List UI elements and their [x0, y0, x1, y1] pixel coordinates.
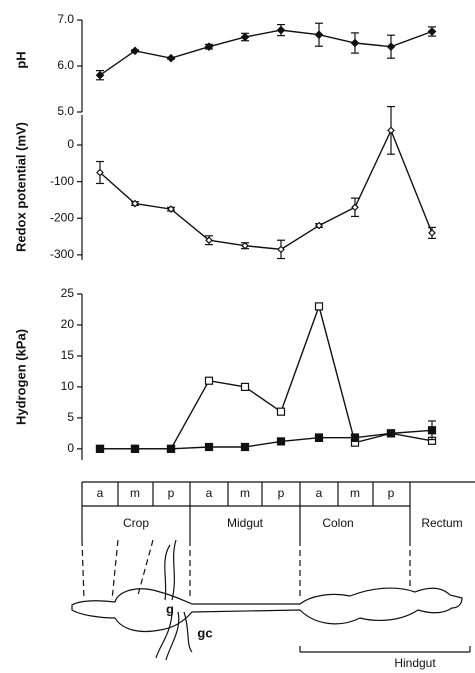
marker	[240, 382, 250, 392]
y-tick-label: 0	[67, 441, 74, 455]
y-tick-label: -300	[50, 247, 74, 261]
marker	[314, 30, 324, 40]
region-label: Colon	[322, 516, 353, 530]
marker	[350, 38, 360, 48]
x-tick-label: a	[97, 486, 104, 500]
marker	[314, 302, 324, 311]
marker	[276, 25, 286, 35]
y-axis-label: Hydrogen (kPa)	[13, 329, 28, 425]
marker	[276, 437, 286, 446]
marker	[204, 376, 214, 385]
gut-drawing	[71, 539, 463, 661]
x-tick-label: m	[350, 486, 360, 500]
region-label: Midgut	[227, 516, 264, 530]
y-tick-label: -200	[50, 210, 74, 224]
marker	[167, 205, 175, 213]
x-tick-label: p	[168, 486, 175, 500]
region-label: Crop	[123, 516, 149, 530]
series-line	[100, 429, 433, 450]
marker	[96, 168, 104, 177]
marker	[314, 433, 324, 442]
y-tick-label: 5	[67, 410, 74, 424]
y-tick-label: 15	[61, 348, 75, 362]
y-tick-label: 0	[67, 137, 74, 151]
marker	[130, 444, 140, 453]
marker	[427, 426, 437, 435]
diagram-label: g	[166, 601, 174, 616]
marker	[427, 27, 437, 36]
y-axis-label: pH	[13, 51, 28, 68]
marker	[166, 53, 176, 63]
y-tick-label: 7.0	[57, 12, 74, 26]
y-tick-label: 5.0	[57, 104, 74, 118]
guides	[81, 539, 411, 601]
y-tick-label: 25	[61, 286, 75, 300]
y-tick-label: -100	[50, 174, 74, 188]
marker	[240, 32, 250, 42]
x-tick-label: a	[316, 486, 323, 500]
marker	[95, 444, 105, 453]
y-tick-label: 6.0	[57, 58, 74, 72]
x-tick-label: a	[206, 486, 213, 500]
marker	[315, 221, 323, 230]
series-line	[99, 29, 433, 76]
marker	[428, 229, 436, 237]
marker	[277, 245, 285, 254]
y-axis-label: Redox potential (mV)	[13, 122, 28, 252]
marker	[276, 407, 286, 416]
marker	[204, 42, 214, 52]
y-tick-label: 10	[61, 379, 75, 393]
marker	[205, 236, 213, 245]
marker	[131, 199, 139, 208]
marker	[130, 46, 140, 56]
diagram-label: gc	[197, 625, 212, 640]
marker	[241, 241, 249, 250]
y-tick-label: 20	[61, 317, 75, 331]
marker	[386, 429, 396, 438]
x-tick-label: m	[130, 486, 140, 500]
series-line	[100, 304, 433, 450]
diagram-label: Hindgut	[394, 656, 436, 670]
region-label: Rectum	[421, 516, 462, 530]
marker	[386, 42, 396, 52]
marker	[95, 70, 105, 80]
marker	[351, 203, 359, 212]
x-tick-label: p	[278, 486, 285, 500]
segment-table	[81, 481, 475, 540]
x-tick-label: p	[388, 486, 395, 500]
x-tick-label: m	[240, 486, 250, 500]
marker	[204, 442, 214, 452]
marker	[166, 444, 176, 453]
marker	[240, 442, 250, 452]
marker	[387, 126, 395, 135]
series-line	[99, 128, 433, 251]
marker	[350, 433, 360, 442]
